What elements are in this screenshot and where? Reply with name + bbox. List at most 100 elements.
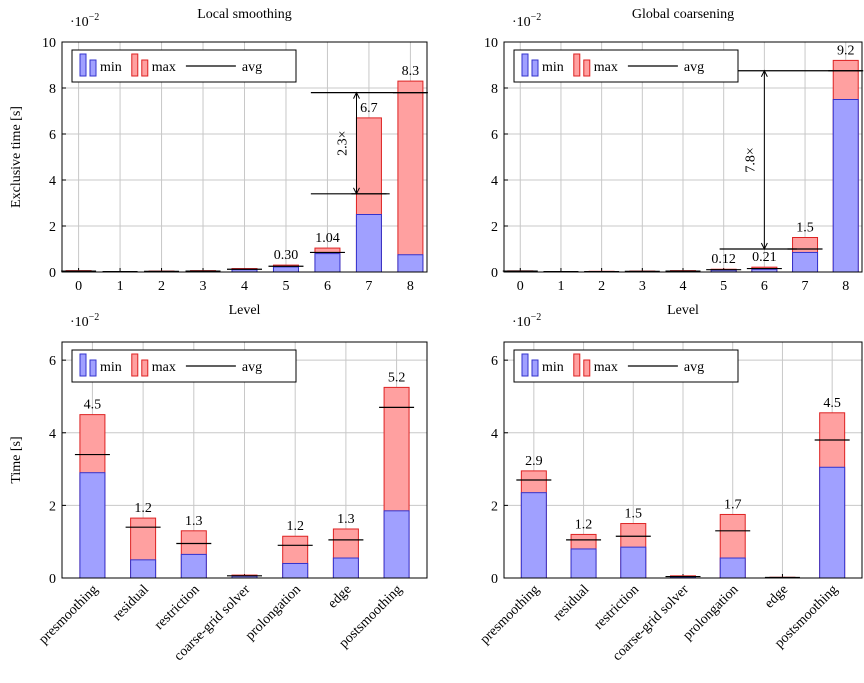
min-bar bbox=[520, 492, 547, 579]
bar-label: 1.5 bbox=[625, 507, 643, 522]
min-bar bbox=[719, 557, 746, 579]
y-tick-label: 0 bbox=[49, 266, 56, 281]
subplot-title: Local smoothing bbox=[197, 7, 292, 22]
x-tick-label: 5 bbox=[282, 279, 289, 294]
x-tick-label: edge bbox=[762, 582, 791, 611]
x-tick-label: 5 bbox=[720, 279, 727, 294]
legend-swatch bbox=[531, 59, 539, 77]
x-tick-label: 1 bbox=[557, 279, 564, 294]
scale-base: ·10 bbox=[70, 315, 89, 330]
legend-label: avg bbox=[684, 360, 704, 375]
arrow-head bbox=[353, 91, 360, 99]
bar-label: 0.21 bbox=[752, 250, 777, 265]
x-tick-label: 6 bbox=[324, 279, 331, 294]
arrow-head bbox=[353, 187, 360, 195]
y-tick-label: 2 bbox=[49, 220, 56, 235]
legend-swatch bbox=[521, 353, 529, 377]
legend-box bbox=[71, 49, 297, 83]
scale-exponent: −2 bbox=[531, 312, 542, 323]
bar-label: 8.3 bbox=[402, 64, 420, 79]
bar-label: 2.9 bbox=[525, 454, 543, 469]
y-tick-label: 10 bbox=[42, 36, 56, 51]
legend-box bbox=[71, 349, 297, 383]
subplot: 0 2 4 6 8 10 0 1 2 3 4 5 6 7 8 0.30 1.04 6.7 8.3 2.3× min max… bbox=[9, 7, 428, 318]
scale-exponent: −2 bbox=[89, 312, 100, 323]
x-axis-label: Level bbox=[229, 303, 261, 318]
min-bar bbox=[792, 251, 819, 273]
x-tick-label: 8 bbox=[842, 279, 849, 294]
min-bar bbox=[832, 99, 859, 273]
annotation-label: 7.8× bbox=[743, 147, 758, 172]
x-tick-label: presmoothing bbox=[36, 582, 101, 647]
x-tick-label: 1 bbox=[117, 279, 124, 294]
bar-label: 4.5 bbox=[823, 396, 841, 411]
scale-exponent: −2 bbox=[89, 12, 100, 23]
legend-swatch bbox=[79, 353, 87, 377]
min-bar bbox=[180, 553, 207, 579]
x-tick-label: 4 bbox=[680, 279, 687, 294]
legend-swatch bbox=[141, 59, 149, 77]
legend-label: avg bbox=[684, 60, 704, 75]
min-bar bbox=[570, 548, 597, 579]
subplot-title: Global coarsening bbox=[632, 7, 734, 22]
axes-frame bbox=[503, 341, 863, 579]
legend-label: min bbox=[542, 60, 564, 75]
y-tick-label: 0 bbox=[49, 572, 56, 587]
legend-swatch bbox=[89, 59, 97, 77]
x-axis-label: Level bbox=[667, 303, 699, 318]
bar-label: 0.12 bbox=[711, 252, 736, 267]
min-bar bbox=[819, 466, 846, 579]
scale-label: ·10−2 bbox=[512, 12, 541, 30]
axes-frame bbox=[503, 41, 863, 273]
min-bar bbox=[620, 546, 647, 579]
legend-label: min bbox=[542, 360, 564, 375]
legend-swatch bbox=[131, 53, 139, 77]
bar-label: 0.30 bbox=[274, 248, 299, 263]
y-tick-label: 4 bbox=[491, 174, 498, 189]
min-bar bbox=[332, 557, 359, 579]
min-bar bbox=[355, 214, 382, 273]
y-tick-label: 0 bbox=[491, 266, 498, 281]
scale-base: ·10 bbox=[512, 315, 531, 330]
y-tick-label: 4 bbox=[49, 427, 56, 442]
legend-swatch bbox=[131, 353, 139, 377]
x-tick-label: presmoothing bbox=[478, 582, 543, 647]
scale-base: ·10 bbox=[512, 15, 531, 30]
x-tick-label: 8 bbox=[407, 279, 414, 294]
scale-base: ·10 bbox=[70, 15, 89, 30]
y-tick-label: 10 bbox=[484, 36, 498, 51]
legend-label: max bbox=[594, 60, 618, 75]
x-tick-label: 6 bbox=[761, 279, 768, 294]
x-tick-label: 2 bbox=[598, 279, 605, 294]
x-tick-label: 0 bbox=[517, 279, 524, 294]
legend-swatch bbox=[531, 359, 539, 377]
y-tick-label: 6 bbox=[49, 128, 56, 143]
y-axis-label: Time [s] bbox=[9, 436, 24, 483]
x-tick-label: 3 bbox=[639, 279, 646, 294]
axes-frame bbox=[61, 341, 428, 579]
bar-label: 1.5 bbox=[796, 221, 814, 236]
x-tick-label: restriction bbox=[591, 582, 642, 633]
scale-label: ·10−2 bbox=[512, 312, 541, 330]
y-tick-label: 8 bbox=[491, 82, 498, 97]
y-tick-label: 4 bbox=[49, 174, 56, 189]
min-bar bbox=[272, 266, 299, 273]
legend-swatch bbox=[521, 53, 529, 77]
y-tick-label: 2 bbox=[491, 220, 498, 235]
y-tick-label: 4 bbox=[491, 427, 498, 442]
x-tick-label: 3 bbox=[200, 279, 207, 294]
legend-label: avg bbox=[242, 360, 262, 375]
scale-exponent: −2 bbox=[531, 12, 542, 23]
bar-label: 1.3 bbox=[337, 512, 355, 527]
bar-label: 1.04 bbox=[315, 231, 340, 246]
x-tick-label: 0 bbox=[75, 279, 82, 294]
bar-label: 1.2 bbox=[134, 501, 152, 516]
annotation-label: 2.3× bbox=[335, 130, 350, 155]
min-bar bbox=[79, 472, 106, 579]
bar-label: 5.2 bbox=[388, 370, 406, 385]
min-bar bbox=[314, 253, 341, 273]
bar-label: 1.7 bbox=[724, 497, 742, 512]
y-tick-label: 6 bbox=[491, 354, 498, 369]
